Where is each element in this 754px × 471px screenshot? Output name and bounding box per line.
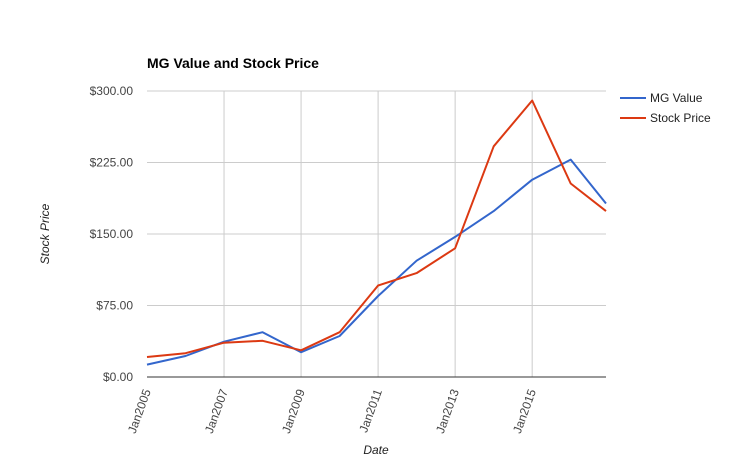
y-tick-label: $75.00: [96, 299, 133, 313]
y-tick-label: $0.00: [103, 370, 133, 384]
chart-title: MG Value and Stock Price: [147, 55, 319, 71]
x-tick-label: Jan2013: [433, 387, 462, 435]
x-tick-label: Jan2011: [356, 387, 385, 435]
y-tick-label: $300.00: [90, 84, 134, 98]
series-lines: [146, 99, 607, 366]
y-axis-title: Stock Price: [38, 203, 52, 264]
tick-labels: $0.00 $75.00 $150.00 $225.00 $300.00 Jan2005 J…: [90, 84, 539, 435]
y-tick-label: $150.00: [90, 227, 134, 241]
x-axis-title: Date: [363, 443, 389, 457]
x-tick-label: Jan2015: [510, 387, 539, 435]
x-tick-label: Jan2007: [202, 387, 231, 435]
series-line-stock-price: [146, 99, 607, 358]
series-line-mg-value: [146, 158, 607, 366]
x-tick-label: Jan2005: [125, 387, 154, 435]
x-tick-label: Jan2009: [279, 387, 308, 435]
legend-label: MG Value: [650, 91, 703, 105]
legend: MG Value Stock Price: [620, 91, 711, 125]
legend-label: Stock Price: [650, 111, 711, 125]
grid-lines: [147, 90, 606, 377]
y-tick-label: $225.00: [90, 156, 134, 170]
